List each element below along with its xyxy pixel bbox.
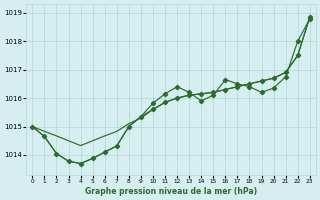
X-axis label: Graphe pression niveau de la mer (hPa): Graphe pression niveau de la mer (hPa) — [85, 187, 257, 196]
